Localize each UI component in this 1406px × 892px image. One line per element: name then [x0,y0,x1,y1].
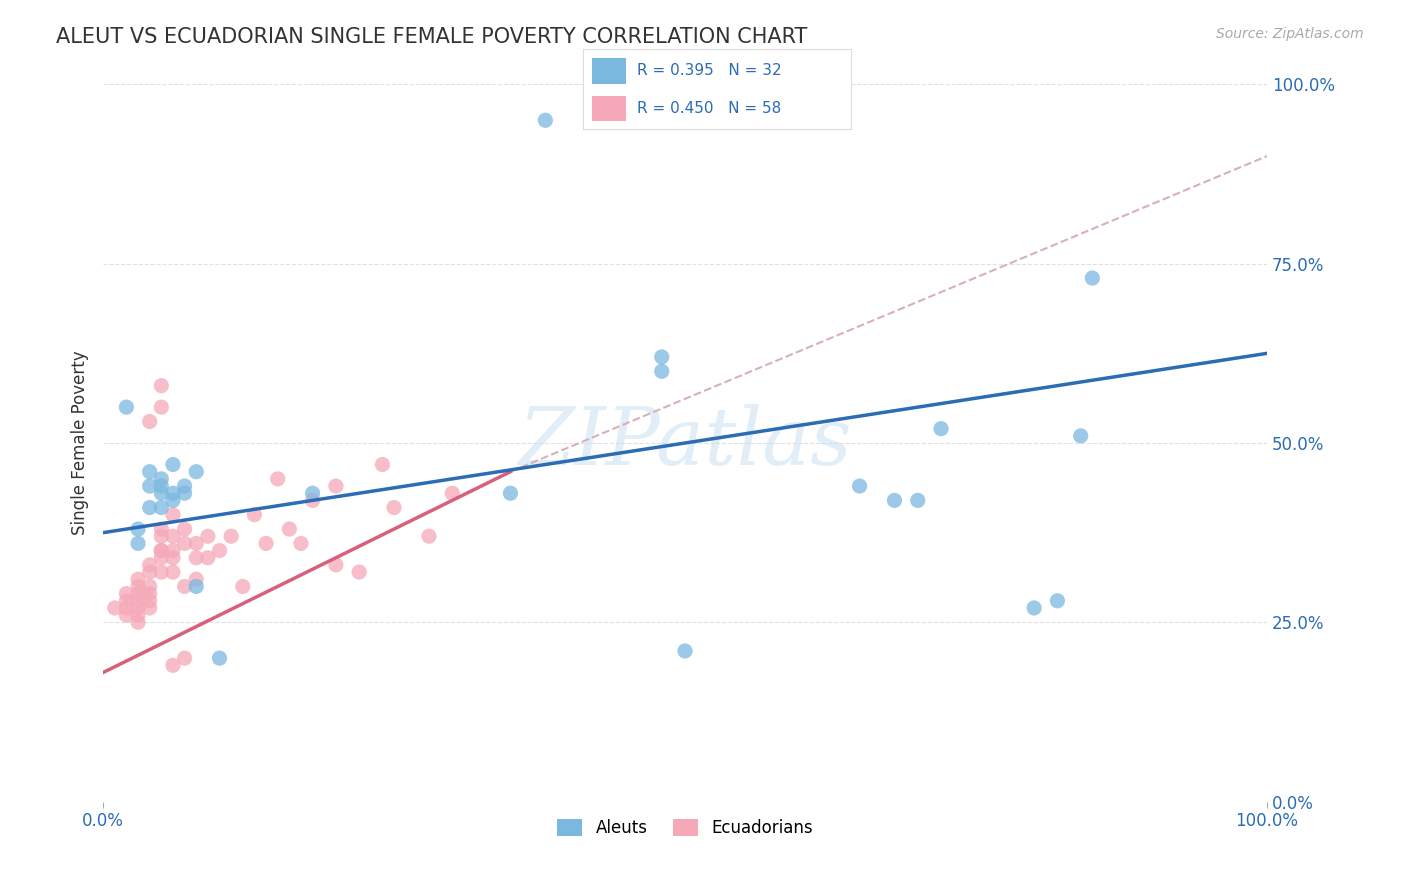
Point [138,479,160,493]
Point [138,594,160,608]
Point [162,565,184,579]
Text: Source: ZipAtlas.com: Source: ZipAtlas.com [1216,27,1364,41]
Point [127,615,149,630]
Point [173,651,195,665]
Point [162,550,184,565]
Point [150,378,173,392]
Point [127,601,149,615]
Point [883,493,905,508]
Point [150,522,173,536]
Point [186,536,208,550]
Point [499,486,522,500]
Point [115,594,138,608]
Point [254,536,277,550]
Point [138,465,160,479]
Point [197,550,219,565]
Point [138,558,160,572]
Point [150,565,173,579]
Point [673,644,696,658]
Point [301,493,323,508]
Point [115,608,138,623]
Point [651,364,673,378]
Point [127,608,149,623]
Point [848,479,870,493]
Point [441,486,464,500]
Point [173,522,195,536]
Point [150,400,173,414]
Bar [592,58,626,84]
Point [115,601,138,615]
Point [127,572,149,586]
Point [127,579,149,593]
Point [162,658,184,673]
Point [186,572,208,586]
Bar [592,95,626,121]
Point [301,486,323,500]
Point [104,601,127,615]
Point [150,550,173,565]
Point [138,500,160,515]
Point [162,508,184,522]
Point [150,479,173,493]
Point [278,522,301,536]
Point [127,536,149,550]
Point [325,558,347,572]
Point [173,579,195,593]
Point [138,579,160,593]
Point [651,350,673,364]
Point [173,536,195,550]
Point [219,529,242,543]
Point [115,400,138,414]
Point [173,486,195,500]
Y-axis label: Single Female Poverty: Single Female Poverty [72,351,89,535]
Point [1046,594,1069,608]
Point [162,543,184,558]
Point [127,594,149,608]
Point [150,500,173,515]
Point [173,479,195,493]
Point [162,493,184,508]
Point [325,479,347,493]
Point [208,543,231,558]
Point [232,579,254,593]
Point [208,651,231,665]
Point [115,586,138,600]
Point [907,493,929,508]
Point [150,529,173,543]
Point [150,543,173,558]
Text: R = 0.395   N = 32: R = 0.395 N = 32 [637,63,782,78]
Point [138,586,160,600]
Point [186,579,208,593]
Point [1070,429,1092,443]
Point [138,415,160,429]
Point [162,529,184,543]
Point [127,522,149,536]
Point [1081,271,1104,285]
Point [197,529,219,543]
Point [371,458,394,472]
Point [382,500,405,515]
Point [347,565,370,579]
Point [162,458,184,472]
Text: ALEUT VS ECUADORIAN SINGLE FEMALE POVERTY CORRELATION CHART: ALEUT VS ECUADORIAN SINGLE FEMALE POVERT… [56,27,807,46]
Point [150,472,173,486]
Point [267,472,290,486]
Point [418,529,440,543]
Text: R = 0.450   N = 58: R = 0.450 N = 58 [637,101,782,116]
Text: ZIPatlas: ZIPatlas [519,404,852,482]
Point [186,465,208,479]
Point [138,565,160,579]
Point [290,536,312,550]
Point [127,586,149,600]
Legend: Aleuts, Ecuadorians: Aleuts, Ecuadorians [551,812,820,844]
Point [162,486,184,500]
Point [150,543,173,558]
Point [186,550,208,565]
Point [150,486,173,500]
Point [929,422,952,436]
Point [1024,601,1046,615]
Point [243,508,266,522]
Point [138,601,160,615]
Point [534,113,557,128]
